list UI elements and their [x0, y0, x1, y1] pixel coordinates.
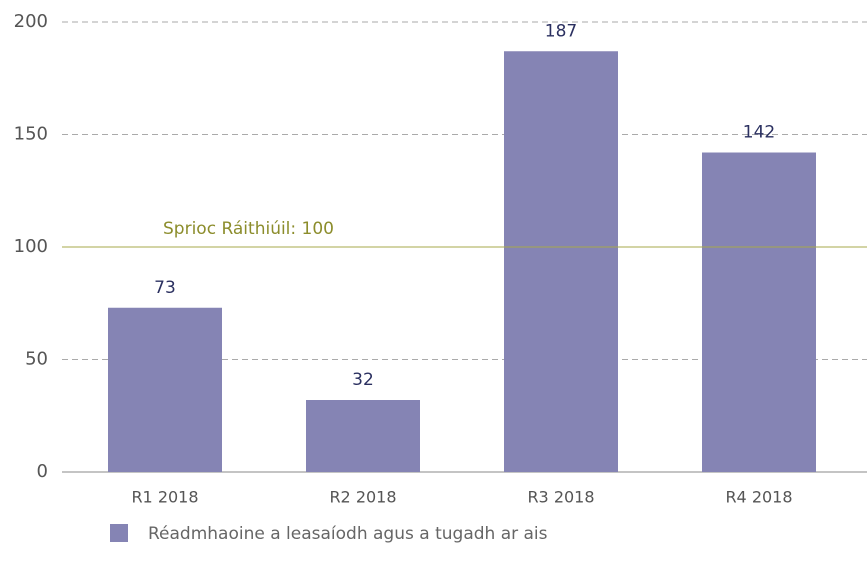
- bar: [702, 152, 816, 472]
- value-label: 187: [545, 21, 577, 41]
- y-tick-label: 150: [14, 124, 48, 145]
- value-label: 32: [352, 370, 374, 390]
- y-tick-label: 200: [14, 11, 48, 32]
- x-tick-label: R2 2018: [329, 488, 396, 507]
- y-tick-label: 0: [37, 461, 48, 482]
- y-tick-label: 100: [14, 236, 48, 257]
- x-tick-label: R3 2018: [527, 488, 594, 507]
- x-tick-label: R4 2018: [725, 488, 792, 507]
- value-label: 142: [743, 123, 775, 143]
- x-tick-label: R1 2018: [131, 488, 198, 507]
- bar: [306, 400, 420, 472]
- legend-label: Réadmhaoine a leasaíodh agus a tugadh ar…: [148, 524, 548, 544]
- bar: [108, 307, 222, 472]
- value-label: 73: [154, 278, 176, 298]
- bar: [504, 51, 618, 472]
- y-tick-label: 50: [25, 349, 48, 370]
- legend-swatch: [110, 524, 128, 542]
- reference-label: Sprioc Ráithiúil: 100: [163, 219, 334, 239]
